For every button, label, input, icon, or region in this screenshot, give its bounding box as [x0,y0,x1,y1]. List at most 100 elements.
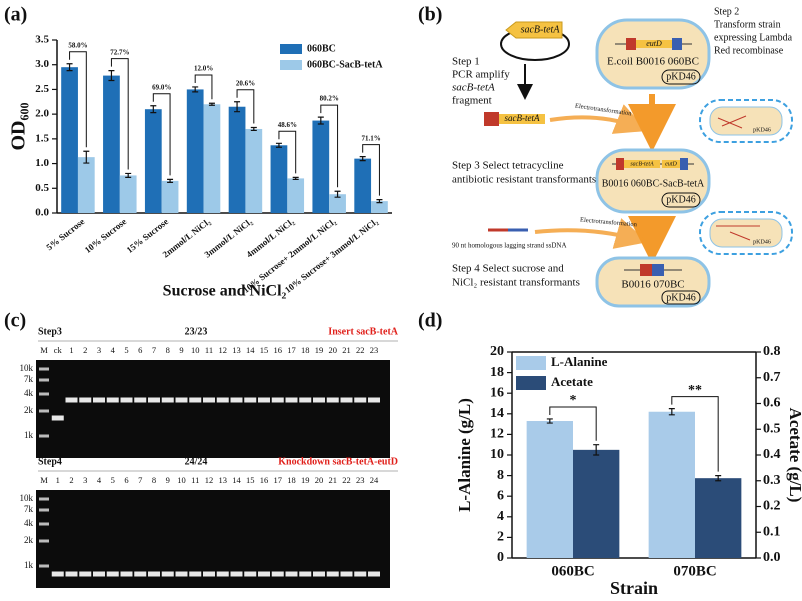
fragment-part [499,114,545,124]
bar [245,128,263,213]
y2-tick-label: 0.6 [763,396,781,411]
lane-label: 6 [124,475,128,485]
ladder-label: 1k [24,430,34,440]
gel-band [340,571,353,577]
lane-label: 21 [342,345,351,355]
error-bar [192,86,199,93]
lane-label: 17 [274,475,283,485]
lane-label: 19 [315,345,324,355]
lane-label: 9 [179,345,183,355]
lane-label: 23 [356,475,365,485]
panel-label: (a) [4,4,27,26]
lane-label: 1 [56,475,60,485]
y-tick-label: 3.5 [35,34,49,46]
ssdna-label: 90 nt homologous lagging strand ssDNA [452,242,567,250]
gel-band [148,571,160,577]
gel-label: Knockdown sacB-tetA-eutD [278,456,398,467]
gel-band [326,571,339,577]
annotation: 80.2% [320,95,339,103]
gel-band [313,571,325,577]
error-bar [250,126,257,132]
fragment-part [484,112,499,126]
gel-band [148,397,160,403]
y2-tick-label: 0.3 [763,473,781,488]
ladder-label: 10k [20,363,34,373]
gene-label: eutD [646,39,662,48]
step-text: Step 3 Select tetracycline [452,160,564,172]
error-bar [108,70,115,82]
gel-band [161,571,174,577]
y2-tick-label: 0.8 [763,344,781,359]
y-axis-label: OD₆₀₀ [8,103,30,151]
gel-band [258,397,270,403]
lane-label: 18 [301,345,310,355]
y-tick-label: 20 [490,344,504,359]
gene-part [636,40,672,48]
lane-label: 7 [152,345,156,355]
legend-swatch [280,60,302,70]
gene-part [672,38,682,50]
bar [119,175,137,213]
annotation: 48.6% [278,121,297,129]
gel-band [39,409,49,413]
y2-tick-label: 0.4 [763,447,781,462]
annotation: 72.7% [110,48,129,56]
error-bar [292,176,299,180]
gel-band [39,367,49,371]
y-tick-label: 2.0 [35,108,49,120]
y-tick-label: 2 [497,530,504,545]
y2-tick-label: 0.2 [763,499,781,514]
ladder-label: 2k [24,405,34,415]
bar [61,67,78,213]
lane-label: 14 [232,475,241,485]
mini-cell [709,106,783,136]
gel-band [39,497,49,501]
lane-label: 21 [329,475,338,485]
gel-band [244,571,257,577]
panel-label: (b) [418,4,442,26]
step-text: Step 2 [714,6,739,17]
step-text: Step 4 Select sucrose and [452,263,564,275]
bracket [69,51,87,148]
error-bar [125,172,132,179]
plasmid-box [661,290,701,305]
gel-band [299,571,312,577]
legend-label: 060BC-SacB-tetA [307,59,383,70]
plasmid-label: pKD46 [753,127,771,133]
gel-band [368,397,380,403]
cell-name: B0016 060BC-SacB-tetA [602,178,705,189]
bracket [549,406,597,441]
gene-part [680,158,688,170]
y-tick-label: 0.5 [35,182,49,194]
bracket [671,396,719,472]
dna [716,225,760,241]
lane-label: 8 [152,475,156,485]
step-text: Step 1 [452,56,480,68]
lane-label: 4 [111,345,116,355]
error-bar [208,102,215,106]
ladder-label: 10k [20,493,34,503]
gel-band [39,539,49,543]
bar [103,75,120,214]
gel-step: Step4 [38,456,62,467]
gel-band [120,571,133,577]
gel-band [161,397,174,403]
x-tick-label: 060BC [551,563,594,579]
lane-label: 23 [370,345,379,355]
gel-band [368,571,380,577]
step-text: NiCl₂ resistant transformants [452,277,580,289]
panel-label: (d) [418,310,442,332]
y-tick-label: 10 [490,447,504,462]
y-tick-label: 2.5 [35,83,49,95]
lane-label: 5 [111,475,115,485]
step-text: Transform strain [714,19,781,30]
fragment-label: sacB-tetA [505,113,540,123]
lane-label: 10 [191,345,200,355]
gel-band [230,571,243,577]
gene-part [662,160,680,168]
gel-band [79,397,92,403]
lane-label: M [40,345,48,355]
gel-band [313,397,325,403]
lane-label: 22 [342,475,351,485]
